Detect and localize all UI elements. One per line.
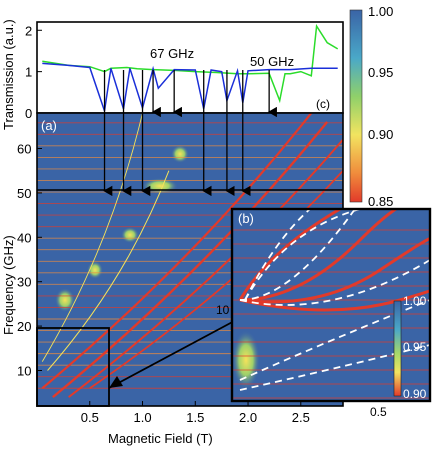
inset-fit-dashed [244,209,361,301]
resonance-branch [41,113,143,362]
xlabel-field: Magnetic Field (T) [108,431,213,446]
zoom-arrow [108,318,239,389]
inset-cbar-tick: 0.95 [403,340,427,354]
resonance-branch [41,113,313,390]
a-ytick-label: 10 [17,363,31,378]
inset-colorbar [393,300,402,397]
ylabel-transmission: Transmission (a.u.) [1,19,16,130]
inset-branch [239,236,430,304]
green-blob [55,288,75,312]
panel-a-label: (a) [41,118,57,133]
c-ytick-label: 0 [25,106,32,121]
main-colorbar: 1.00 0.95 0.90 0.85 [349,4,393,209]
inset-branch [239,209,430,302]
green-blob [232,330,260,390]
series-line-50-ghz [42,62,338,112]
a-ytick-label: 20 [17,319,31,334]
cbar-tick: 0.85 [368,194,393,209]
inset-cbar-tick: 0.90 [403,387,427,401]
green-blob [87,261,103,279]
panel-c: 0 1 2 67 GHz 50 GHz (c) [25,21,344,121]
inset-fit-dashed [239,344,430,391]
zoom-region-box [36,327,110,407]
panel-b-label: (b) [238,211,254,226]
inset-fit-dashed [239,299,430,381]
a-xtick-label: 2.5 [292,410,310,425]
green-blob [121,227,139,243]
inset-fit-dashed [239,259,430,306]
a-xtick-label: 0.5 [81,410,99,425]
resonance-branch [89,170,343,389]
inset-features [232,209,430,399]
colorbar-gradient [349,9,363,203]
a-ytick-label: 40 [17,230,31,245]
inset-frame [230,207,432,403]
c-ytick-label: 1 [25,65,32,80]
inset-ytick-10: 10 [216,303,230,317]
cbar-tick: 0.90 [368,127,393,142]
annotation-50ghz: 50 GHz [250,54,294,69]
a-ytick-label: 60 [17,142,31,157]
panel-b: (b) 10 0.5 1.00 0.95 0.90 [216,207,432,419]
inset-branch [238,209,341,301]
a-xtick-label: 1.5 [186,410,204,425]
inset-fit-dashed [239,209,356,301]
annotation-67ghz: 67 GHz [150,46,194,61]
dip-arrows [103,70,277,197]
panel-c-label: (c) [316,97,330,111]
inset-xtick-0.5: 0.5 [370,405,387,419]
inset-resonances [232,209,430,399]
a-ytick-label: 30 [17,275,31,290]
a-ytick-label: 50 [17,186,31,201]
inset-cbar-tick: 1.00 [403,294,427,308]
panel-a-ticks: 10 20 30 40 50 60 0.5 1.0 1.5 2.0 2.5 [17,142,310,425]
inset-fit-dashed [244,209,311,301]
a-xtick-label: 2.0 [239,410,257,425]
resonance-branch [47,170,170,371]
c-ytick-label: 2 [25,23,32,38]
cbar-tick: 1.00 [368,4,393,19]
resonance-branch [52,121,329,399]
a-xtick-label: 1.0 [134,410,152,425]
zoom-arrowhead [109,376,123,388]
ylabel-frequency: Frequency (GHz) [1,235,16,335]
green-blob [171,145,189,163]
cbar-tick: 0.95 [368,65,393,80]
